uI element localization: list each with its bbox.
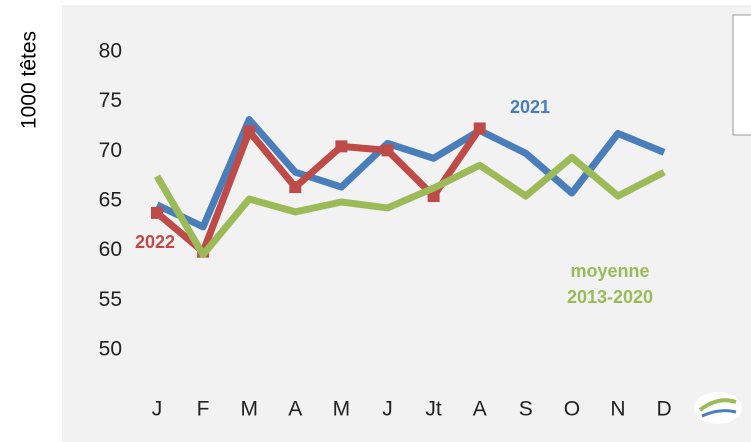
y-axis-label: 1000 têtes: [18, 31, 41, 129]
series-marker: [151, 206, 163, 219]
x-tick-label: F: [197, 398, 210, 421]
series-label-line: moyenne: [570, 261, 649, 281]
x-tick-label: N: [610, 398, 625, 421]
x-tick-label: J: [382, 398, 393, 421]
legend-box: [732, 14, 751, 136]
series-label-line: 2013-2020: [567, 287, 653, 307]
y-tick-label: 80: [99, 40, 122, 63]
x-tick-label: J: [152, 398, 163, 421]
x-tick-label: Jt: [425, 398, 442, 421]
x-tick-label: O: [564, 398, 580, 421]
plot-background: [62, 5, 751, 442]
series-marker: [473, 122, 486, 135]
x-tick-label: S: [519, 398, 533, 421]
y-tick-label: 55: [99, 288, 122, 311]
x-tick-label: M: [333, 398, 351, 421]
series-marker: [289, 181, 302, 194]
series-marker: [381, 144, 394, 157]
y-tick-label: 60: [99, 238, 122, 261]
y-tick-label: 75: [99, 89, 122, 112]
series-label: moyenne 2013-2020: [567, 261, 653, 307]
y-tick-label: 50: [99, 338, 122, 361]
logo: [694, 392, 742, 424]
y-tick-label: 65: [99, 189, 122, 212]
series-marker: [335, 140, 348, 153]
series-label: 2022: [135, 232, 175, 252]
series-label: 2021: [510, 97, 550, 117]
series-line: [155, 116, 666, 231]
series-marker: [243, 125, 256, 138]
x-tick-label: D: [657, 398, 672, 421]
x-tick-label: M: [240, 398, 258, 421]
x-tick-label: A: [288, 398, 302, 421]
y-tick-label: 70: [99, 139, 122, 162]
series-line: [153, 153, 666, 259]
x-tick-label: A: [473, 398, 487, 421]
